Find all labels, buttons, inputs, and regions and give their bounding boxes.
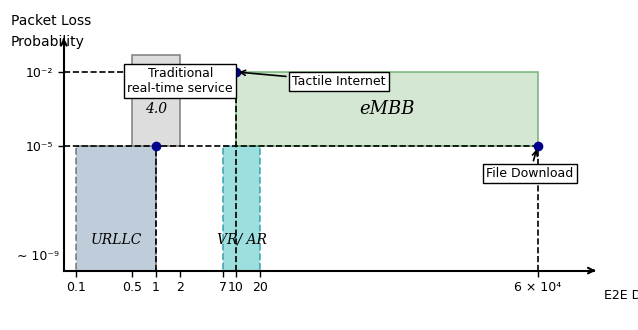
Text: E2E Delay (ms): E2E Delay (ms) — [604, 289, 638, 302]
Bar — [76, 147, 156, 271]
Text: Traditional
real-time service: Traditional real-time service — [128, 67, 233, 95]
Text: eMBB: eMBB — [359, 100, 415, 118]
Bar — [236, 72, 538, 147]
Text: Tactile Internet: Tactile Internet — [241, 70, 386, 88]
Text: VR/ AR: VR/ AR — [217, 233, 267, 247]
Text: ∼ 10⁻⁹: ∼ 10⁻⁹ — [17, 250, 59, 263]
Text: Packet Loss: Packet Loss — [11, 14, 91, 28]
Bar — [132, 54, 180, 147]
Text: Industry
4.0: Industry 4.0 — [126, 85, 186, 115]
Text: URLLC: URLLC — [91, 233, 142, 247]
Text: File Download: File Download — [486, 151, 574, 180]
Bar — [223, 147, 260, 271]
Text: Probability: Probability — [11, 35, 85, 49]
